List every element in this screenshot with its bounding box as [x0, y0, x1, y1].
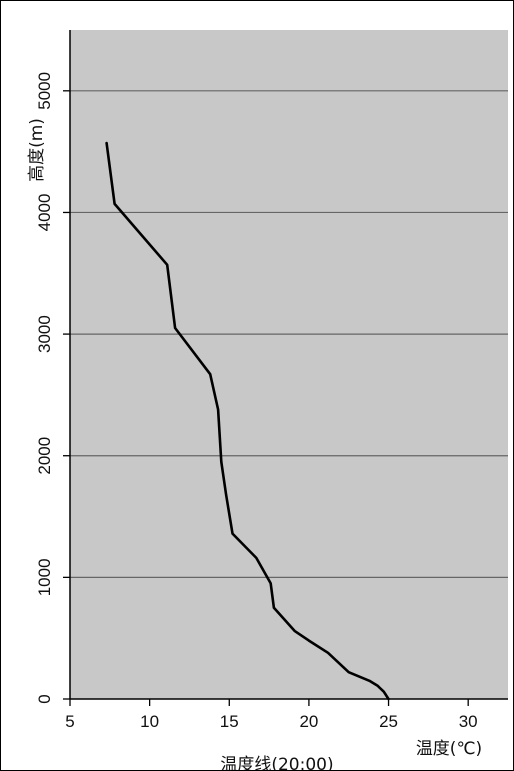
- y-tick-label: 2000: [35, 437, 54, 475]
- plot-area: [70, 30, 508, 699]
- x-axis-title: 温度(℃): [416, 739, 482, 759]
- y-ticks: 0 1000 2000 3000 4000 5000: [35, 72, 70, 704]
- temperature-profile-line: [105, 141, 390, 701]
- chart-title: 温度线(20:00): [220, 755, 333, 771]
- series-group: [105, 141, 390, 701]
- y-tick-label: 5000: [35, 72, 54, 110]
- axes: [69, 30, 508, 700]
- x-tick-label: 20: [299, 712, 318, 731]
- x-tick-label: 25: [379, 712, 398, 731]
- x-tick-label: 30: [459, 712, 478, 731]
- y-tick-label: 4000: [35, 194, 54, 232]
- x-ticks: 5 10 15 20 25 30: [65, 699, 478, 731]
- x-tick-label: 10: [140, 712, 159, 731]
- y-axis-title: 高度(m): [27, 118, 47, 182]
- y-tick-label: 3000: [35, 315, 54, 353]
- x-tick-label: 15: [220, 712, 239, 731]
- x-tick-label: 5: [65, 712, 74, 731]
- y-tick-label: 1000: [35, 558, 54, 596]
- gridlines: [70, 90, 508, 578]
- y-tick-label: 0: [35, 694, 54, 703]
